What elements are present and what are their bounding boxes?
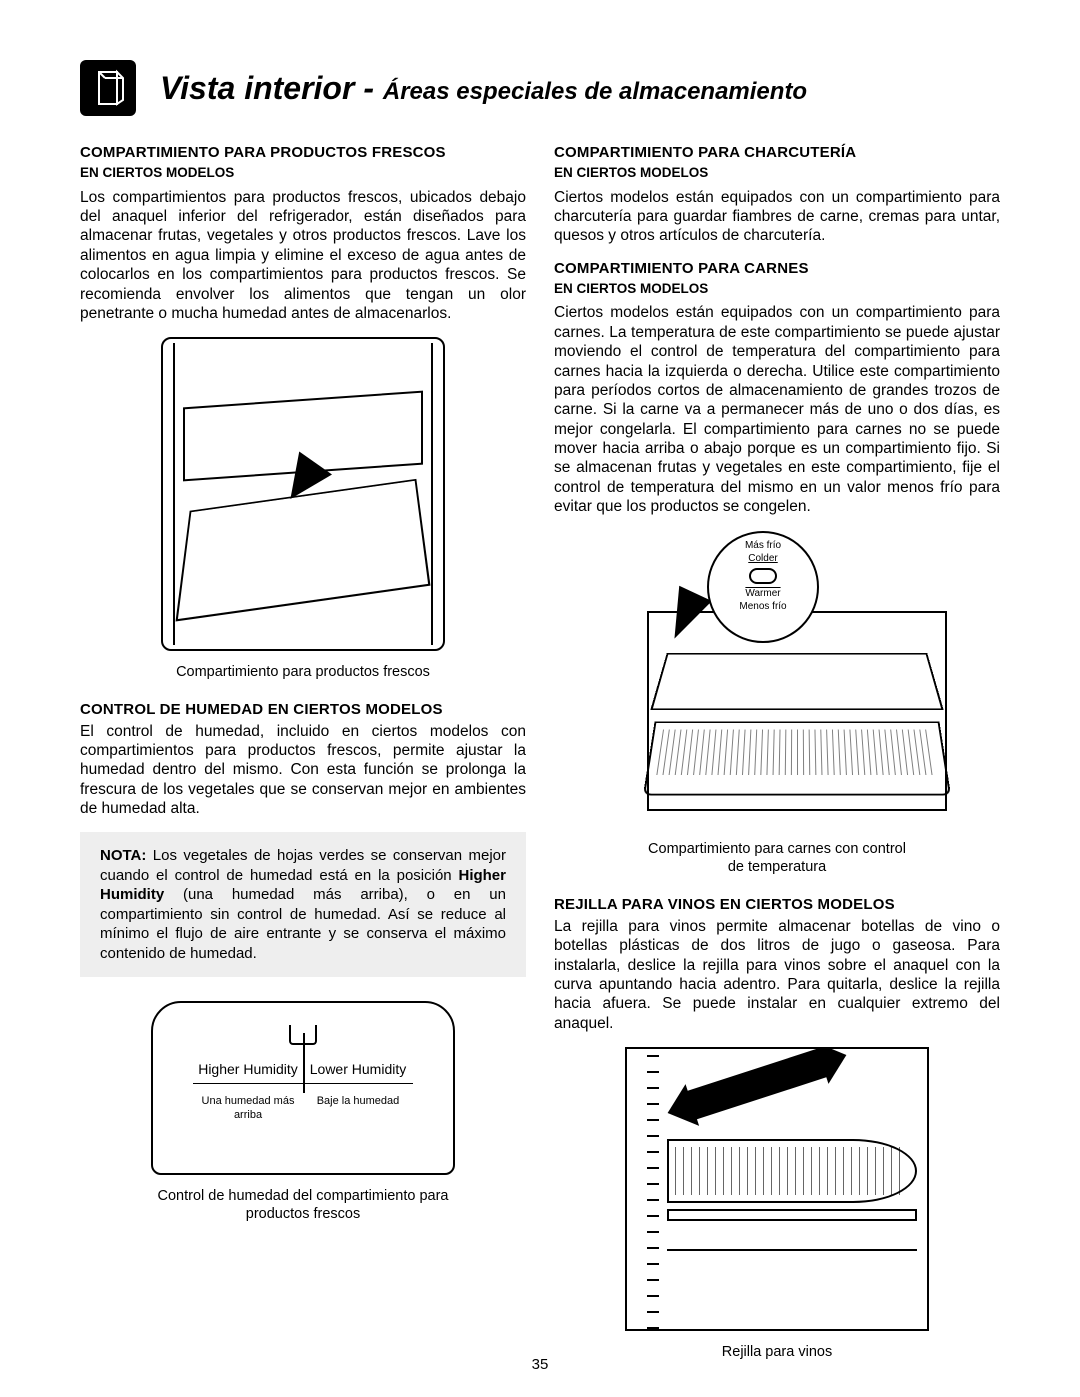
meat-caption: Compartimiento para carnes con control d… (647, 840, 907, 876)
right-sec2-sub: EN CIERTOS MODELOS (554, 281, 1000, 298)
note-box: NOTA: Los vegetales de hojas verdes se c… (80, 832, 526, 977)
title-main: Vista interior - (160, 70, 383, 106)
right-sec1-head: COMPARTIMIENTO PARA CHARCUTERÍA (554, 144, 1000, 163)
right-sec2-body: Ciertos modelos están equipados con un c… (554, 303, 1000, 516)
crisper-figure: Compartimiento para productos frescos (80, 337, 526, 681)
humidity-caption: Control de humedad del compartimiento pa… (153, 1187, 453, 1223)
page-number: 35 (0, 1356, 1080, 1373)
right-sec1-body: Ciertos modelos están equipados con un c… (554, 188, 1000, 246)
page-header: Vista interior - Áreas especiales de alm… (80, 60, 1000, 116)
header-icon (80, 60, 136, 116)
humidity-low-label: Lower Humidity (303, 1061, 413, 1079)
humidity-high-label: Higher Humidity (193, 1061, 303, 1079)
wine-figure: Rejilla para vinos (554, 1047, 1000, 1361)
humidity-low-sublabel: Baje la humedad (303, 1095, 413, 1123)
right-sec2-head: COMPARTIMIENTO PARA CARNES (554, 260, 1000, 279)
title-sub: Áreas especiales de almacenamiento (383, 78, 807, 105)
dial-bottom: Menos frío (709, 600, 817, 613)
dial-colder: Colder (709, 552, 817, 565)
humidity-high-sublabel: Una humedad más arriba (193, 1095, 303, 1123)
left-column: COMPARTIMIENTO PARA PRODUCTOS FRESCOS EN… (80, 144, 526, 1381)
left-sec1-head: COMPARTIMIENTO PARA PRODUCTOS FRESCOS (80, 144, 526, 163)
dial-top: Más frío (709, 539, 817, 552)
note-label: NOTA: (100, 847, 146, 864)
left-sec1-sub: EN CIERTOS MODELOS (80, 165, 526, 182)
left-sec2-body: El control de humedad, incluido en ciert… (80, 722, 526, 819)
right-sec1-sub: EN CIERTOS MODELOS (554, 165, 1000, 182)
temp-dial: Más frío Colder Warmer Menos frío (707, 531, 819, 643)
dial-warmer: Warmer (709, 587, 817, 600)
meat-figure: Más frío Colder Warmer Menos frío Co (554, 531, 1000, 877)
crisper-caption: Compartimiento para productos frescos (80, 663, 526, 681)
page-title: Vista interior - Áreas especiales de alm… (160, 70, 807, 107)
left-sec2-head: CONTROL DE HUMEDAD EN CIERTOS MODELOS (80, 701, 526, 720)
right-sec3-body: La rejilla para vinos permite almacenar … (554, 917, 1000, 1033)
note-body: Los vegetales de hojas verdes se conserv… (100, 847, 506, 884)
right-sec3-head: REJILLA PARA VINOS EN CIERTOS MODELOS (554, 896, 1000, 915)
left-sec1-body: Los compartimientos para productos fresc… (80, 188, 526, 324)
humidity-figure: Higher Humidity Lower Humidity Una humed… (80, 1001, 526, 1223)
right-column: COMPARTIMIENTO PARA CHARCUTERÍA EN CIERT… (554, 144, 1000, 1381)
